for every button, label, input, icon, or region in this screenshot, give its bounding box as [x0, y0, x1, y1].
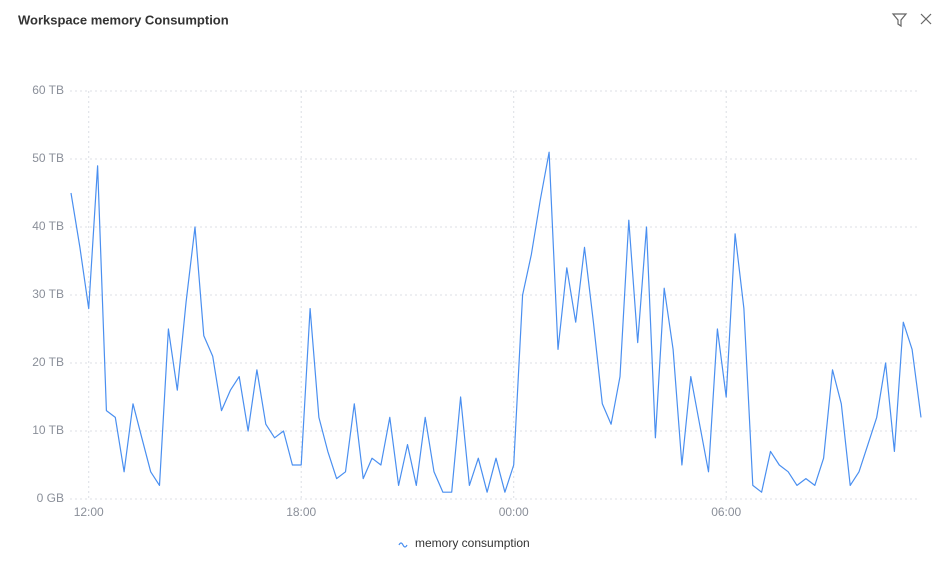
- y-tick-label: 60 TB: [32, 83, 64, 97]
- chart-title: Workspace memory Consumption: [18, 12, 229, 27]
- x-tick-label: 12:00: [74, 505, 104, 519]
- x-tick-label: 18:00: [286, 505, 316, 519]
- y-tick-label: 20 TB: [32, 355, 64, 369]
- y-tick-label: 30 TB: [32, 287, 64, 301]
- y-tick-label: 50 TB: [32, 151, 64, 165]
- x-tick-label: 00:00: [499, 505, 529, 519]
- legend-icon: [398, 542, 408, 548]
- legend-label: memory consumption: [415, 536, 530, 550]
- y-tick-label: 0 GB: [37, 491, 64, 505]
- filter-icon[interactable]: [891, 13, 908, 28]
- data-line: [70, 151, 922, 493]
- close-icon[interactable]: [920, 13, 932, 25]
- x-tick-label: 06:00: [711, 505, 741, 519]
- y-tick-label: 10 TB: [32, 423, 64, 437]
- y-tick-label: 40 TB: [32, 219, 64, 233]
